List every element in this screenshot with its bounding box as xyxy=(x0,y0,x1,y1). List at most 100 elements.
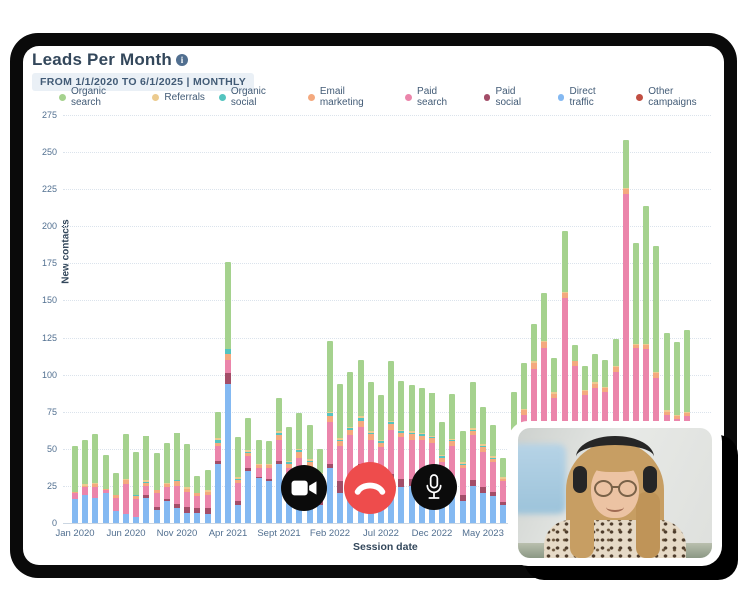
bar-sep-2020[interactable] xyxy=(153,453,160,523)
bar-segment xyxy=(418,434,425,436)
legend-item-organic-search[interactable]: Organic search xyxy=(59,86,138,108)
x-tick-label: Sept 2021 xyxy=(257,528,301,539)
bar-segment xyxy=(133,494,140,497)
mic-button[interactable] xyxy=(411,464,457,510)
bar-segment xyxy=(480,451,486,488)
bar-jul-2020[interactable] xyxy=(133,451,140,523)
bar-segment xyxy=(398,380,405,430)
bar-segment xyxy=(245,456,252,469)
y-tick-label: 25 xyxy=(46,480,57,491)
bar-jan-2020[interactable] xyxy=(72,445,78,523)
bar-jan-2021[interactable] xyxy=(194,475,201,523)
bar-dec-2020[interactable] xyxy=(184,444,191,523)
bar-feb-2022[interactable] xyxy=(327,340,333,523)
bar-segment xyxy=(367,439,374,482)
bar-sep-2022[interactable] xyxy=(398,380,405,523)
bar-segment xyxy=(673,416,680,420)
bar-segment xyxy=(133,496,140,500)
bar-segment xyxy=(143,482,150,486)
legend-label: Paid search xyxy=(417,86,448,108)
legend-item-other-campaigns[interactable]: Other campaigns xyxy=(636,86,724,108)
bar-segment xyxy=(541,340,548,343)
bar-segment xyxy=(378,441,384,443)
legend-item-referrals[interactable]: Referrals xyxy=(152,92,205,103)
bar-jul-2021[interactable] xyxy=(255,439,262,523)
legend-item-paid-social[interactable]: Paid social xyxy=(483,86,544,108)
bar-segment xyxy=(123,514,129,523)
bar-segment xyxy=(449,445,456,485)
bar-segment xyxy=(357,426,364,464)
bar-mar-2022[interactable] xyxy=(337,383,344,523)
bar-segment xyxy=(255,439,262,464)
bar-segment xyxy=(684,330,690,412)
bar-may-2021[interactable] xyxy=(235,437,242,523)
bar-oct-2022[interactable] xyxy=(408,385,415,523)
bar-segment xyxy=(204,514,211,523)
gridline xyxy=(63,411,711,413)
bar-segment xyxy=(184,512,191,523)
glasses xyxy=(611,486,620,488)
bar-mar-2021[interactable] xyxy=(214,411,221,523)
bar-segment xyxy=(357,416,364,418)
bar-segment xyxy=(408,439,415,479)
bar-may-2020[interactable] xyxy=(112,472,119,523)
bar-aug-2020[interactable] xyxy=(143,435,150,523)
device-frame: Leads Per Month i FROM 1/1/2020 TO 6/1/2… xyxy=(10,33,737,578)
bar-segment xyxy=(388,423,395,430)
bar-jun-2021[interactable] xyxy=(245,417,252,523)
bar-segment xyxy=(408,432,415,435)
bar-segment xyxy=(214,411,221,439)
info-icon[interactable]: i xyxy=(175,54,188,66)
legend-item-paid-search[interactable]: Paid search xyxy=(405,86,469,108)
bar-apr-2021[interactable] xyxy=(225,261,231,523)
bar-sep-2021[interactable] xyxy=(276,398,282,523)
bar-segment xyxy=(296,413,303,449)
bar-segment xyxy=(337,481,344,494)
participant xyxy=(540,436,690,558)
bar-segment xyxy=(459,431,466,463)
bar-segment xyxy=(561,230,568,292)
bar-segment xyxy=(143,480,150,482)
bar-segment xyxy=(622,187,629,190)
legend-item-organic-social[interactable]: Organic social xyxy=(218,86,294,108)
bar-segment xyxy=(643,343,650,345)
bar-jun-2023[interactable] xyxy=(490,425,497,523)
bar-segment xyxy=(235,437,242,478)
bar-segment xyxy=(561,291,568,294)
bar-mar-2023[interactable] xyxy=(459,431,466,523)
bar-segment xyxy=(551,358,558,393)
hangup-button[interactable] xyxy=(344,462,396,514)
bar-segment xyxy=(622,140,629,188)
bar-segment xyxy=(327,422,333,464)
bar-segment xyxy=(337,445,344,482)
x-tick-label: Jul 2022 xyxy=(363,528,399,539)
camera-button[interactable] xyxy=(281,465,327,511)
legend-item-direct-traffic[interactable]: Direct traffic xyxy=(557,86,623,108)
y-tick-label: 200 xyxy=(41,221,57,232)
bar-jul-2023[interactable] xyxy=(500,457,507,523)
bar-feb-2021[interactable] xyxy=(204,469,211,523)
bar-apr-2020[interactable] xyxy=(102,454,109,523)
bar-segment xyxy=(459,500,466,523)
bar-mar-2020[interactable] xyxy=(92,434,99,523)
bar-jun-2020[interactable] xyxy=(123,434,129,523)
legend-label: Email marketing xyxy=(319,86,364,108)
bar-segment xyxy=(133,517,140,523)
webcam-overlay[interactable] xyxy=(508,421,722,566)
bar-segment xyxy=(82,439,89,485)
legend-item-email-marketing[interactable]: Email marketing xyxy=(307,86,391,108)
bar-feb-2020[interactable] xyxy=(82,439,89,523)
bar-segment xyxy=(469,479,476,486)
bar-aug-2021[interactable] xyxy=(265,441,272,523)
bar-segment xyxy=(439,422,446,455)
bar-may-2023[interactable] xyxy=(480,407,486,523)
bar-segment xyxy=(153,506,160,510)
bar-apr-2023[interactable] xyxy=(469,382,476,523)
legend-dot-icon xyxy=(405,93,413,101)
bar-nov-2020[interactable] xyxy=(174,432,180,523)
bar-feb-2023[interactable] xyxy=(449,394,456,523)
x-tick-label: Nov 2020 xyxy=(156,528,198,539)
bar-segment xyxy=(214,460,221,464)
bar-segment xyxy=(388,420,395,423)
bar-oct-2020[interactable] xyxy=(163,442,170,523)
